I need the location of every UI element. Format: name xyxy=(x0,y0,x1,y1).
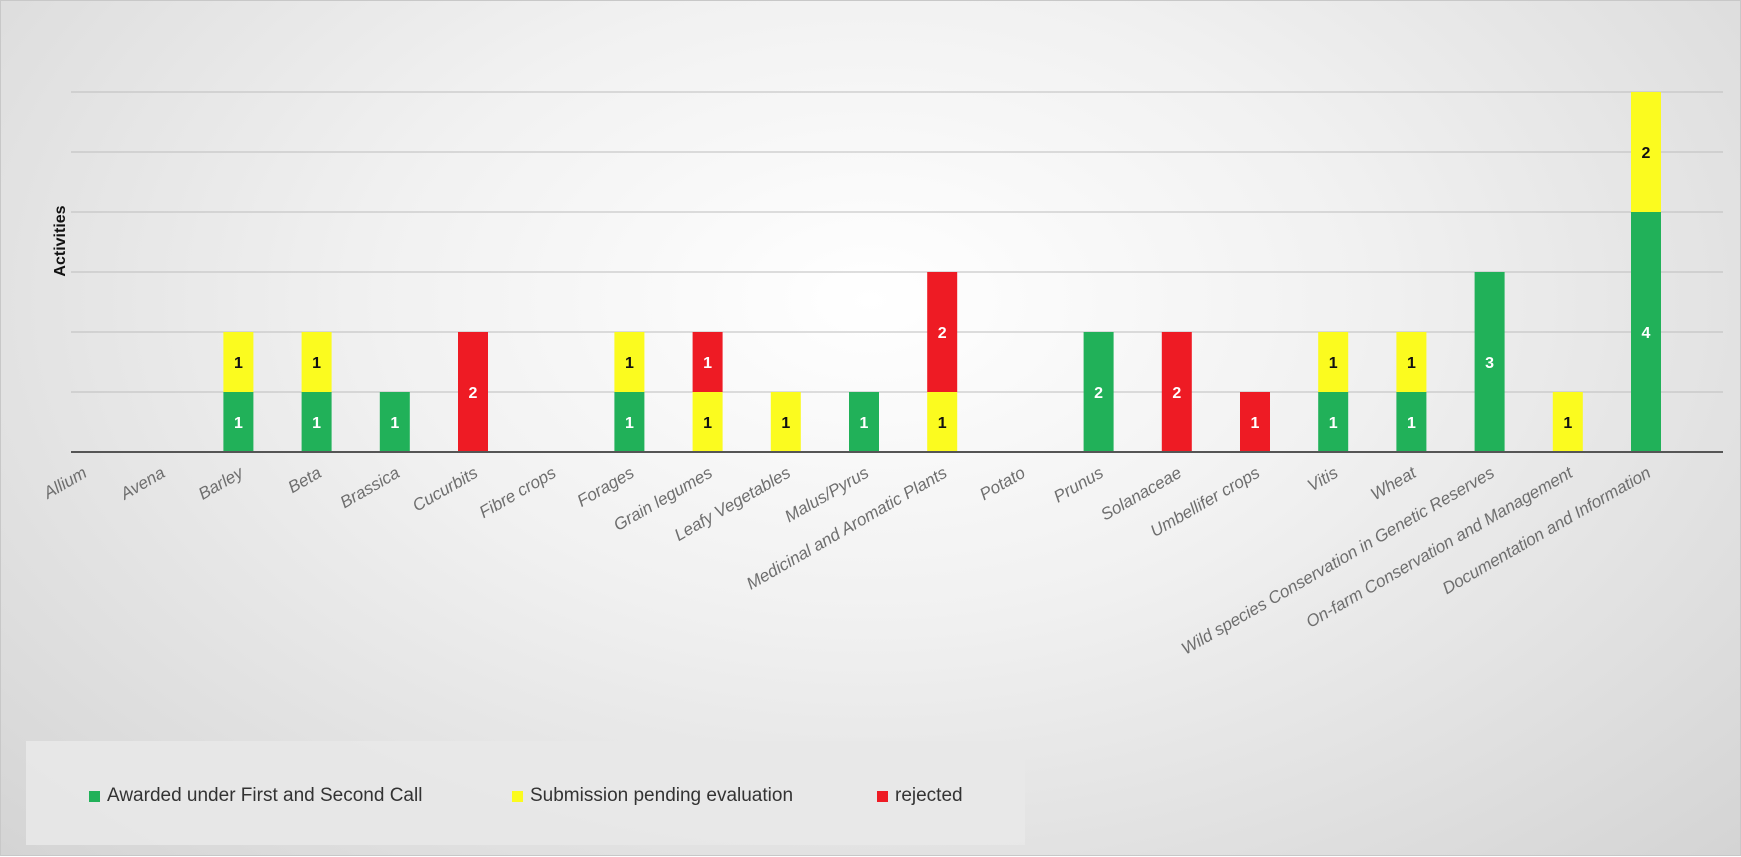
legend-swatch-rejected xyxy=(877,790,888,802)
bar-forages-submission-pending-evaluation xyxy=(614,332,645,392)
x-tick-label-avena: Avena xyxy=(116,463,168,504)
data-label-documentation-and-information-submission-pending-evaluation: 2 xyxy=(1642,145,1651,162)
bar-on-farm-conservation-and-management-submission-pending-evaluation xyxy=(1552,392,1583,452)
bar-prunus-awarded-under-first-and-second-call xyxy=(1083,332,1114,452)
legend-item-awarded: Awarded under First and Second Call xyxy=(89,785,422,807)
data-labels: 1 1 1 1 1 2 1 1 1 1 1 1 1 2 2 2 1 1 1 1 1 3 1 4 2 xyxy=(234,145,1651,432)
data-label-barley-submission-pending-evaluation: 1 xyxy=(234,355,243,372)
data-label-medicinal-and-aromatic-plants-rejected: 2 xyxy=(938,325,947,342)
bar-solanaceae-rejected xyxy=(1161,332,1192,452)
legend-label-awarded: Awarded under First and Second Call xyxy=(107,785,423,806)
x-tick-label-vitis: Vitis xyxy=(1304,463,1341,496)
bar-documentation-and-information-submission-pending-evaluation xyxy=(1631,92,1661,212)
x-tick-label-beta: Beta xyxy=(285,463,325,497)
x-tick-label-barley: Barley xyxy=(195,462,248,503)
x-tick-label-wheat: Wheat xyxy=(1367,462,1420,504)
x-tick-label-allium: Allium xyxy=(40,463,90,503)
bar-documentation-and-information-awarded-under-first-and-second-call xyxy=(1631,212,1661,452)
data-label-vitis-awarded-under-first-and-second-call: 1 xyxy=(1329,415,1338,432)
legend-item-rejected: rejected xyxy=(877,785,963,807)
bar-medicinal-and-aromatic-plants-submission-pending-evaluation xyxy=(927,392,958,452)
data-label-grain-legumes-submission-pending-evaluation: 1 xyxy=(703,415,712,432)
y-axis-title: Activities xyxy=(52,205,69,276)
x-tick-label-forages: Forages xyxy=(574,463,638,511)
data-label-prunus-awarded-under-first-and-second-call: 2 xyxy=(1094,385,1103,402)
bar-malus-pyrus-awarded-under-first-and-second-call xyxy=(849,392,879,452)
bar-wheat-awarded-under-first-and-second-call xyxy=(1396,392,1427,452)
data-label-cucurbits-rejected: 2 xyxy=(469,385,478,402)
data-label-vitis-submission-pending-evaluation: 1 xyxy=(1329,355,1338,372)
data-label-beta-awarded-under-first-and-second-call: 1 xyxy=(312,415,321,432)
data-label-wild-species-conservation-in-genetic-reserves-awarded-under-first-and-second-call: 3 xyxy=(1485,355,1494,372)
data-label-brassica-awarded-under-first-and-second-call: 1 xyxy=(390,415,399,432)
bar-grain-legumes-rejected xyxy=(692,332,723,392)
bar-cucurbits-rejected xyxy=(458,332,488,452)
data-label-on-farm-conservation-and-management-submission-pending-evaluation: 1 xyxy=(1563,415,1572,432)
legend-swatch-awarded xyxy=(89,790,100,802)
bar-grain-legumes-submission-pending-evaluation xyxy=(692,392,723,452)
legend-item-pending: Submission pending evaluation xyxy=(512,785,793,807)
data-label-malus-pyrus-awarded-under-first-and-second-call: 1 xyxy=(860,415,869,432)
x-tick-label-potato: Potato xyxy=(976,463,1028,504)
bar-wild-species-conservation-in-genetic-reserves-awarded-under-first-and-second-call xyxy=(1474,272,1505,452)
bar-medicinal-and-aromatic-plants-rejected xyxy=(927,272,958,392)
legend: Awarded under First and Second Call Subm… xyxy=(26,741,1025,845)
bar-vitis-awarded-under-first-and-second-call xyxy=(1318,392,1349,452)
data-label-solanaceae-rejected: 2 xyxy=(1172,385,1181,402)
x-tick-label-fibre-crops: Fibre crops xyxy=(476,463,560,522)
data-label-barley-awarded-under-first-and-second-call: 1 xyxy=(234,415,243,432)
x-tick-label-brassica: Brassica xyxy=(337,463,403,512)
bar-umbellifer-crops-rejected xyxy=(1240,392,1270,452)
bar-beta-submission-pending-evaluation xyxy=(301,332,332,392)
legend-label-rejected: rejected xyxy=(895,785,963,806)
bar-leafy-vegetables-submission-pending-evaluation xyxy=(770,392,801,452)
data-label-umbellifer-crops-rejected: 1 xyxy=(1251,415,1260,432)
bar-brassica-awarded-under-first-and-second-call xyxy=(379,392,410,452)
data-label-forages-awarded-under-first-and-second-call: 1 xyxy=(625,415,634,432)
legend-label-pending: Submission pending evaluation xyxy=(530,785,794,806)
bar-barley-submission-pending-evaluation xyxy=(223,332,254,392)
data-label-wheat-submission-pending-evaluation: 1 xyxy=(1407,355,1416,372)
legend-swatch-pending xyxy=(512,790,523,802)
x-tick-label-cucurbits: Cucurbits xyxy=(409,463,481,516)
gridlines xyxy=(71,91,1723,393)
data-label-wheat-awarded-under-first-and-second-call: 1 xyxy=(1407,415,1416,432)
data-label-grain-legumes-rejected: 1 xyxy=(703,355,712,372)
bar-barley-awarded-under-first-and-second-call xyxy=(223,392,254,452)
data-label-medicinal-and-aromatic-plants-submission-pending-evaluation: 1 xyxy=(938,415,947,432)
data-label-forages-submission-pending-evaluation: 1 xyxy=(625,355,634,372)
data-label-leafy-vegetables-submission-pending-evaluation: 1 xyxy=(781,415,790,432)
bar-beta-awarded-under-first-and-second-call xyxy=(301,392,332,452)
x-tick-labels: Allium Avena Barley Beta Brassica CucurbitsFi… xyxy=(40,462,1654,658)
data-label-documentation-and-information-awarded-under-first-and-second-call: 4 xyxy=(1642,325,1651,342)
bar-wheat-submission-pending-evaluation xyxy=(1396,332,1427,392)
bars xyxy=(223,92,1661,452)
x-tick-label-prunus: Prunus xyxy=(1050,463,1107,507)
bar-vitis-submission-pending-evaluation xyxy=(1318,332,1349,392)
bar-forages-awarded-under-first-and-second-call xyxy=(614,392,645,452)
data-label-beta-submission-pending-evaluation: 1 xyxy=(312,355,321,372)
